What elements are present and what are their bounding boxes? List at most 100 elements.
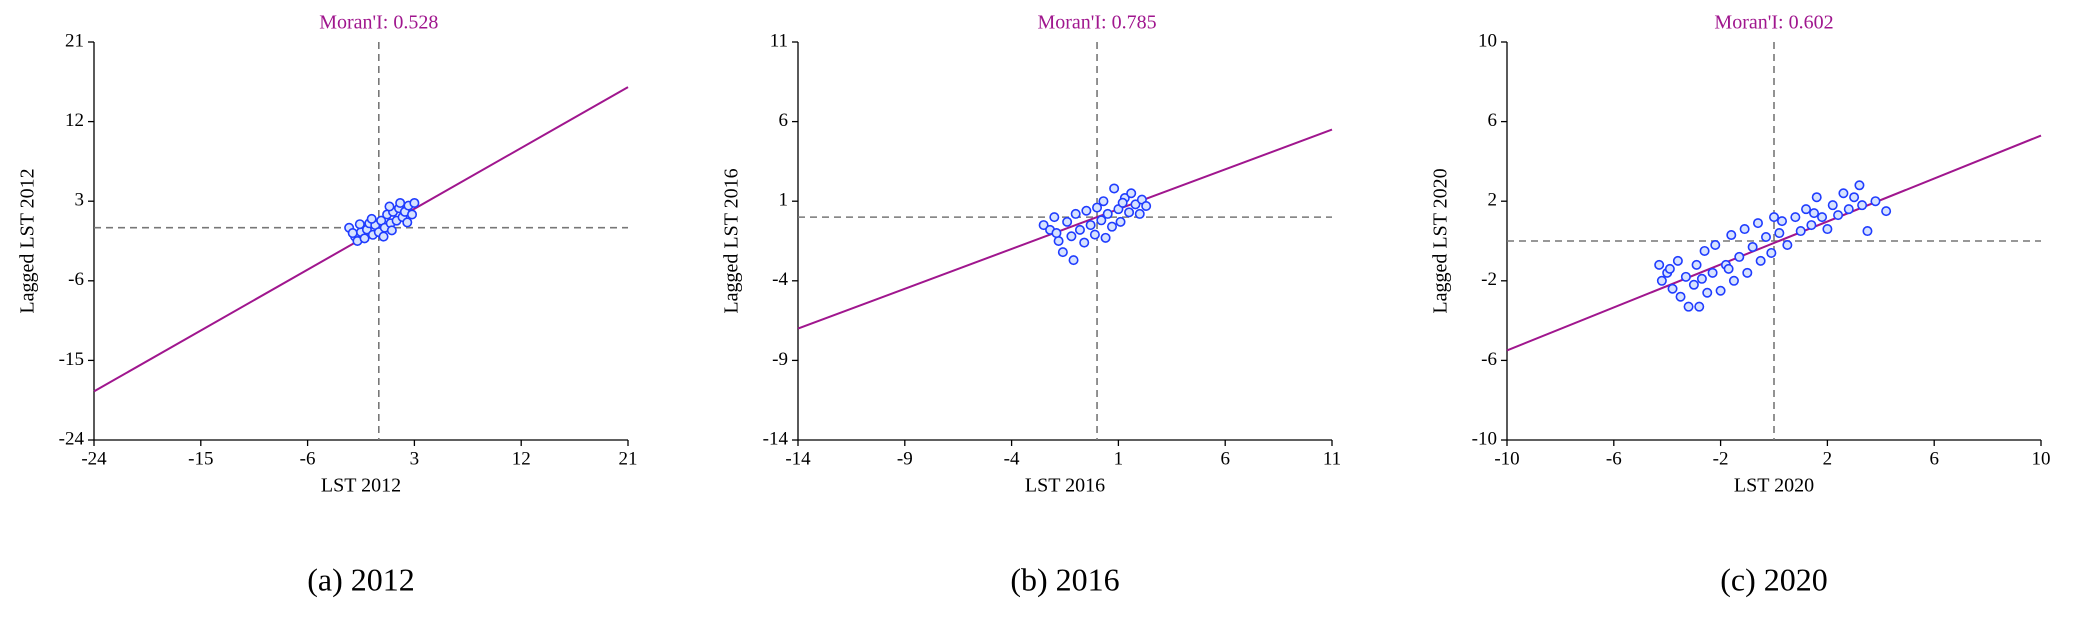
point bbox=[354, 219, 365, 230]
y-tick-label: -24 bbox=[59, 428, 85, 449]
point bbox=[1079, 237, 1090, 248]
x-axis-label: LST 2016 bbox=[1025, 475, 1105, 497]
point bbox=[1752, 218, 1763, 229]
point bbox=[1049, 212, 1060, 223]
x-tick-label: 11 bbox=[1323, 448, 1341, 469]
point bbox=[1096, 215, 1107, 226]
point bbox=[378, 231, 389, 242]
point bbox=[1726, 230, 1737, 241]
x-tick-label: -4 bbox=[1004, 448, 1020, 469]
x-axis-label: LST 2012 bbox=[321, 475, 401, 497]
y-tick-label: -6 bbox=[1481, 349, 1497, 370]
y-tick-label: 6 bbox=[1488, 110, 1498, 131]
y-tick-label: -15 bbox=[59, 349, 84, 370]
point bbox=[1774, 228, 1785, 239]
point bbox=[1688, 279, 1699, 290]
x-axis-label: LST 2020 bbox=[1734, 475, 1814, 497]
panel: -10 -6 -2 2 6 10 -10 -6 -2 2 6 10 Moran'I: 0.602 LST … bbox=[1430, 12, 2051, 598]
y-tick-label: 21 bbox=[65, 30, 84, 51]
point bbox=[1742, 267, 1753, 278]
x-tick-label: 3 bbox=[410, 448, 420, 469]
point bbox=[1766, 247, 1777, 258]
point bbox=[1085, 220, 1096, 231]
fit-line bbox=[1506, 134, 2042, 352]
point bbox=[1833, 210, 1844, 221]
point bbox=[1100, 232, 1111, 243]
point bbox=[1038, 220, 1049, 231]
point bbox=[1702, 287, 1713, 298]
panel: -24 -15 -6 3 12 21 -24 -15 -6 3 12 21 Moran'I: 0.528… bbox=[17, 12, 638, 598]
x-tick-label: 10 bbox=[2032, 448, 2051, 469]
point bbox=[1664, 263, 1675, 274]
point bbox=[1683, 301, 1694, 312]
y-tick-label: -6 bbox=[68, 269, 84, 290]
y-tick-label: 10 bbox=[1478, 30, 1497, 51]
point bbox=[1109, 183, 1120, 194]
y-axis-label: Lagged LST 2016 bbox=[721, 168, 743, 313]
y-tick-label: -2 bbox=[1481, 269, 1497, 290]
point bbox=[409, 197, 420, 208]
point bbox=[1051, 228, 1062, 239]
point bbox=[1707, 267, 1718, 278]
point bbox=[1089, 229, 1100, 240]
point bbox=[1862, 226, 1873, 237]
point bbox=[1795, 226, 1806, 237]
point bbox=[1854, 180, 1865, 191]
caption: (a) 2012 bbox=[307, 561, 415, 597]
point bbox=[1739, 224, 1750, 235]
point bbox=[1817, 212, 1828, 223]
point bbox=[386, 225, 397, 236]
y-tick-label: -9 bbox=[772, 349, 788, 370]
point bbox=[1098, 196, 1109, 207]
point bbox=[1694, 301, 1705, 312]
point bbox=[1710, 239, 1721, 250]
point bbox=[1715, 285, 1726, 296]
x-tick-label: 6 bbox=[1929, 448, 1939, 469]
point bbox=[1656, 275, 1667, 286]
point bbox=[402, 217, 413, 228]
y-tick-label: -10 bbox=[1472, 428, 1497, 449]
point bbox=[1822, 224, 1833, 235]
point bbox=[1870, 196, 1881, 207]
point bbox=[1126, 188, 1137, 199]
point bbox=[1723, 263, 1734, 274]
point bbox=[1696, 273, 1707, 284]
chart-title: Moran'I: 0.602 bbox=[1714, 12, 1833, 34]
point bbox=[1066, 231, 1077, 242]
fit-line bbox=[797, 128, 1333, 330]
point bbox=[1811, 192, 1822, 203]
point bbox=[1843, 204, 1854, 215]
chart-title: Moran'I: 0.785 bbox=[1037, 12, 1156, 34]
point bbox=[384, 201, 395, 212]
point bbox=[1755, 255, 1766, 266]
point bbox=[1070, 208, 1081, 219]
point bbox=[1092, 202, 1103, 213]
point bbox=[1654, 259, 1665, 270]
y-tick-label: 2 bbox=[1488, 190, 1498, 211]
x-tick-label: -6 bbox=[300, 448, 316, 469]
point bbox=[1806, 220, 1817, 231]
x-tick-label: -15 bbox=[188, 448, 213, 469]
point bbox=[1809, 208, 1820, 219]
y-tick-label: 11 bbox=[770, 30, 788, 51]
point bbox=[1881, 206, 1892, 217]
x-tick-label: 1 bbox=[1114, 448, 1124, 469]
chart-title: Moran'I: 0.528 bbox=[319, 12, 438, 34]
point bbox=[366, 213, 377, 224]
point bbox=[1062, 216, 1073, 227]
point bbox=[1782, 239, 1793, 250]
y-tick-label: 6 bbox=[779, 110, 789, 131]
point bbox=[1667, 283, 1678, 294]
point bbox=[1769, 212, 1780, 223]
point bbox=[407, 209, 418, 220]
point bbox=[395, 197, 406, 208]
point bbox=[1115, 216, 1126, 227]
point bbox=[1760, 232, 1771, 243]
y-tick-label: -4 bbox=[772, 269, 788, 290]
x-tick-label: -6 bbox=[1606, 448, 1622, 469]
point bbox=[1801, 204, 1812, 215]
caption: (c) 2020 bbox=[1720, 561, 1828, 597]
point bbox=[1106, 221, 1117, 232]
